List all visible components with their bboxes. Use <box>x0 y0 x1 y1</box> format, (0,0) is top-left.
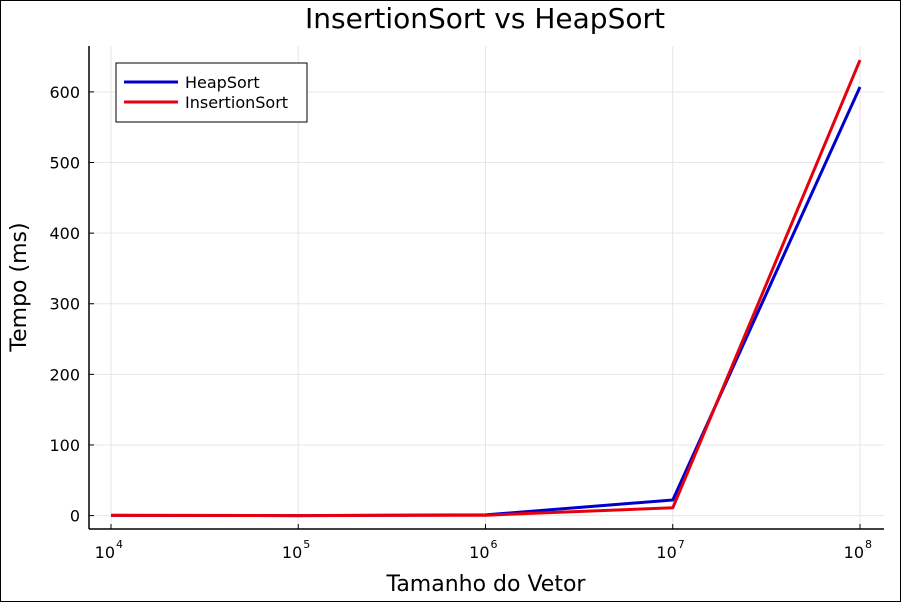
x-tick-base: 10 <box>95 543 115 562</box>
x-tick-exponent: 6 <box>491 538 498 551</box>
x-axis-label: Tamanho do Vetor <box>386 572 587 597</box>
x-tick-label: 10 6 <box>469 538 497 562</box>
x-tick-exponent: 7 <box>678 538 685 551</box>
x-tick-label: 10 7 <box>656 538 684 562</box>
y-ticks: 0 100 200 300 400 500 600 <box>49 83 94 526</box>
y-axis-label: Tempo (ms) <box>7 222 32 352</box>
x-tick-label: 10 8 <box>844 538 872 562</box>
y-tick-label: 500 <box>49 154 80 173</box>
chart-title: InsertionSort vs HeapSort <box>305 2 665 35</box>
x-tick-base: 10 <box>656 543 676 562</box>
x-ticks: 10 4 10 5 10 6 10 7 10 8 <box>95 524 872 562</box>
x-tick-label: 10 5 <box>282 538 310 562</box>
x-tick-exponent: 5 <box>303 538 310 551</box>
x-tick-base: 10 <box>844 543 864 562</box>
legend-box <box>115 62 308 123</box>
y-tick-label: 100 <box>49 436 80 455</box>
legend-label-insertionsort: InsertionSort <box>185 93 288 112</box>
x-tick-base: 10 <box>469 543 489 562</box>
y-tick-label: 300 <box>49 295 80 314</box>
x-tick-label: 10 4 <box>95 538 123 562</box>
x-tick-base: 10 <box>282 543 302 562</box>
legend-label-heapsort: HeapSort <box>185 73 260 92</box>
axes <box>88 46 884 530</box>
y-tick-label: 200 <box>49 365 80 384</box>
y-tick-label: 0 <box>70 507 80 526</box>
x-tick-exponent: 4 <box>116 538 123 551</box>
y-tick-label: 600 <box>49 83 80 102</box>
x-tick-exponent: 8 <box>865 538 872 551</box>
series-line-insertionsort <box>110 59 862 518</box>
series-lines <box>110 59 862 518</box>
y-tick-label: 400 <box>49 224 80 243</box>
